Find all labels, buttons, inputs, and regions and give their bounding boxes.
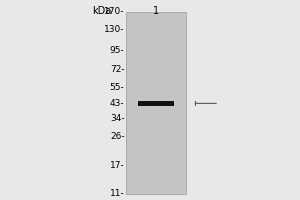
Text: 130-: 130- [104, 25, 124, 34]
Bar [138, 101, 174, 106]
Text: kDa: kDa [92, 6, 111, 16]
Text: 72-: 72- [110, 65, 124, 74]
Text: 43-: 43- [110, 99, 124, 108]
Text: 1: 1 [153, 6, 159, 16]
Bar [126, 12, 186, 194]
Text: 34-: 34- [110, 114, 124, 123]
Text: 26-: 26- [110, 132, 124, 141]
Text: 55-: 55- [110, 83, 124, 92]
Text: 170-: 170- [104, 7, 124, 17]
Text: 11-: 11- [110, 190, 124, 198]
Text: 95-: 95- [110, 46, 124, 55]
Text: 17-: 17- [110, 161, 124, 170]
